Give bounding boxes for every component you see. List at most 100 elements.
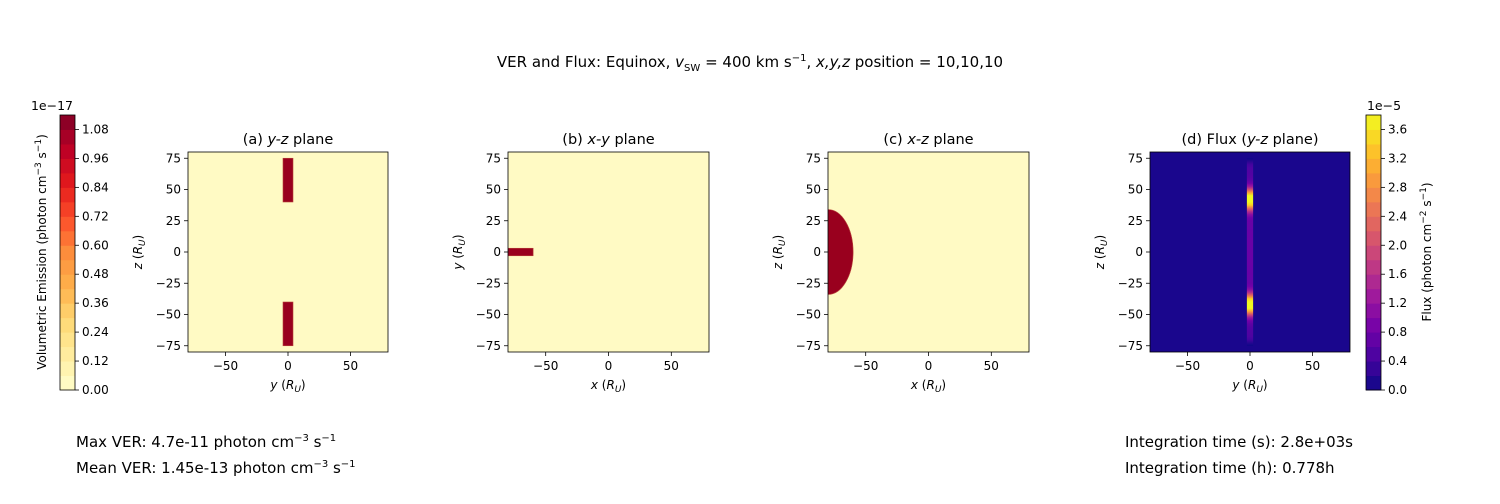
flux-colorbar-level (1366, 303, 1381, 319)
y-tick-label: 0 (173, 245, 181, 259)
flux-colorbar-tick-label: 1.2 (1388, 296, 1407, 310)
x-tick-label: −50 (213, 359, 238, 373)
x-tick-label: 50 (343, 359, 358, 373)
flux-colorbar-tick-label: 2.4 (1388, 209, 1407, 223)
panel-b-background (508, 152, 709, 352)
flux-colorbar-level (1366, 245, 1381, 261)
flux-colorbar-level (1366, 115, 1381, 130)
x-tick-label: 50 (664, 359, 679, 373)
y-tick-label: 25 (1128, 214, 1143, 228)
ver-colorbar-tick-label: 0.72 (82, 209, 109, 223)
y-tick-label: −50 (1118, 308, 1143, 322)
y-tick-label: 50 (486, 183, 501, 197)
x-tick-label: 50 (984, 359, 999, 373)
ver-colorbar-level (60, 201, 75, 217)
panel-a-title: (a) y-z plane (243, 132, 334, 148)
flux-colorbar-tick-label: 0.4 (1388, 354, 1407, 368)
panels: −50 0 50 75 50 25 0 −25 −50 −75 (a) y-z plane y (RU… (131, 132, 1351, 395)
ver-colorbar-level (60, 187, 75, 203)
y-tick-label: 50 (166, 183, 181, 197)
flux-colorbar-tick-label: 0.0 (1388, 383, 1407, 397)
ver-colorbar-level (60, 158, 75, 174)
y-tick-label: −75 (1118, 339, 1143, 353)
x-tick-label: 50 (1305, 359, 1320, 373)
ver-colorbar: 0.00 0.12 0.24 0.36 0.48 0.60 0.72 0.84 0.96 1.08… (31, 98, 109, 397)
ver-colorbar-level (60, 172, 75, 188)
panel-b-xlabel: x (RU) (590, 378, 626, 395)
panel-c: −50 0 50 75 50 25 0 −25 −50 −75 (c) x-z plane x (RU… (771, 132, 1030, 395)
ver-colorbar-level (60, 317, 75, 333)
y-tick-label: 75 (1128, 151, 1143, 165)
x-tick-label: −50 (853, 359, 878, 373)
panel-d-ylabel: z (RU) (1093, 235, 1110, 270)
ver-colorbar-tick-label: 0.60 (82, 238, 109, 252)
integration-time-hours: Integration time (h): 0.778h (1125, 459, 1335, 477)
flux-colorbar-tick-label: 2.0 (1388, 238, 1407, 252)
x-tick-label: 0 (605, 359, 613, 373)
flux-colorbar-level (1366, 216, 1381, 232)
ver-colorbar-level (60, 245, 75, 261)
flux-colorbar-level (1366, 201, 1381, 217)
y-tick-label: −50 (796, 308, 821, 322)
x-tick-label: −50 (533, 359, 558, 373)
flux-colorbar-tick-label: 3.2 (1388, 151, 1407, 165)
ver-colorbar-level (60, 216, 75, 232)
ver-colorbar-level (60, 361, 75, 377)
flux-colorbar-level (1366, 332, 1381, 348)
panel-a-xlabel: y (RU) (269, 378, 305, 395)
y-tick-label: 25 (486, 214, 501, 228)
flux-colorbar: 0.0 0.4 0.8 1.2 1.6 2.0 2.4 2.8 3.2 3.6 1e−5 Flux… (1365, 98, 1434, 397)
y-tick-label: 0 (813, 245, 821, 259)
ver-colorbar-tick-label: 0.84 (82, 180, 109, 194)
flux-colorbar-tick-label: 3.6 (1388, 122, 1407, 136)
y-tick-label: 75 (166, 151, 181, 165)
panel-b-ylabel: y (RU) (451, 234, 468, 270)
y-tick-label: 25 (806, 214, 821, 228)
ver-colorbar-tick-label: 0.12 (82, 354, 109, 368)
ver-colorbar-level (60, 346, 75, 362)
ver-colorbar-tick-label: 0.36 (82, 296, 109, 310)
flux-colorbar-level (1366, 172, 1381, 188)
flux-colorbar-tick-label: 2.8 (1388, 180, 1407, 194)
panel-b-title: (b) x-y plane (562, 132, 654, 148)
y-tick-label: 50 (806, 183, 821, 197)
max-ver-text: Max VER: 4.7e-11 photon cm−3 s−1 (76, 433, 336, 451)
y-tick-label: 0 (493, 245, 501, 259)
ver-colorbar-level (60, 303, 75, 319)
y-tick-label: 50 (1128, 183, 1143, 197)
y-tick-label: −25 (796, 276, 821, 290)
ver-colorbar-level (60, 115, 75, 130)
flux-colorbar-tick-label: 1.6 (1388, 267, 1407, 281)
panel-b-emission-region (508, 247, 534, 257)
x-tick-label: 0 (925, 359, 933, 373)
flux-colorbar-tick-label: 0.8 (1388, 325, 1407, 339)
ver-colorbar-level (60, 288, 75, 304)
ver-colorbar-level (60, 274, 75, 290)
ver-colorbar-tick-label: 0.00 (82, 383, 109, 397)
y-tick-label: −25 (476, 276, 501, 290)
panel-a-ylabel: z (RU) (131, 235, 148, 270)
y-tick-label: 75 (806, 151, 821, 165)
panel-c-xlabel: x (RU) (910, 378, 946, 395)
integration-time-seconds: Integration time (s): 2.8e+03s (1125, 433, 1353, 451)
flux-colorbar-level (1366, 143, 1381, 159)
mean-ver-text: Mean VER: 1.45e-13 photon cm−3 s−1 (76, 459, 356, 477)
panel-a-emission-region (282, 157, 294, 203)
ver-colorbar-level (60, 375, 75, 391)
panel-d-title: (d) Flux (y-z plane) (1182, 132, 1319, 148)
panel-d-flux-strip (1246, 158, 1254, 346)
ver-colorbar-level (60, 129, 75, 145)
y-tick-label: 75 (486, 151, 501, 165)
flux-colorbar-exponent: 1e−5 (1367, 98, 1401, 113)
ver-colorbar-tick-label: 0.24 (82, 325, 109, 339)
y-tick-label: −50 (476, 308, 501, 322)
x-tick-label: 0 (284, 359, 292, 373)
flux-colorbar-level (1366, 361, 1381, 377)
flux-colorbar-level (1366, 230, 1381, 246)
flux-colorbar-level (1366, 288, 1381, 304)
y-tick-label: −75 (476, 339, 501, 353)
ver-colorbar-tick-label: 1.08 (82, 122, 109, 136)
flux-colorbar-level (1366, 375, 1381, 391)
panel-c-title: (c) x-z plane (883, 132, 973, 148)
